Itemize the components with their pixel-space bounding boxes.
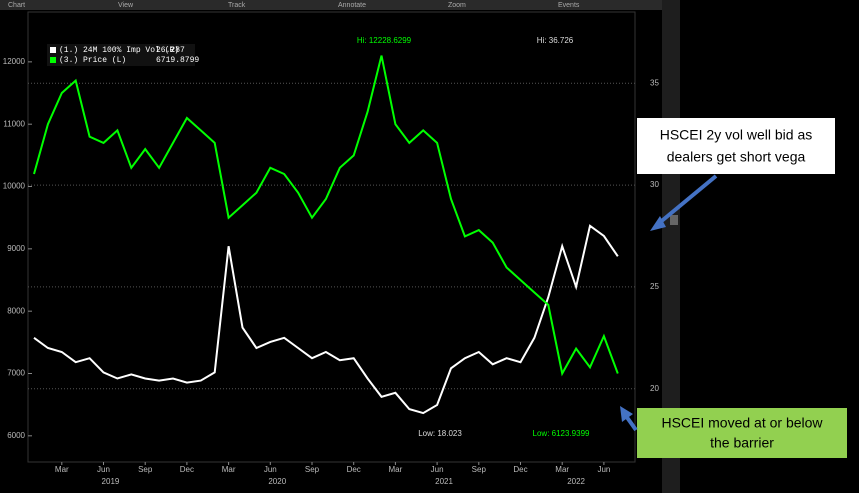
x-tick-label: Jun: [97, 465, 110, 474]
callout-text: HSCEI 2y vol well bid as: [660, 127, 813, 143]
legend-value: 6719.8799: [156, 56, 199, 65]
x-tick-label: Mar: [55, 465, 69, 474]
x-tick-label: Jun: [264, 465, 277, 474]
callout-text: the barrier: [710, 435, 774, 451]
y2-tick-label: 25: [650, 282, 659, 291]
x-tick-label: Jun: [431, 465, 444, 474]
x-tick-label: Sep: [472, 465, 487, 474]
toolbar-item[interactable]: View: [118, 2, 134, 9]
arrow: [624, 414, 638, 432]
y-tick-label: 9000: [7, 244, 25, 253]
scroll-handle: [670, 215, 678, 225]
y2-tick-label: 30: [650, 180, 659, 189]
plot-area: [27, 11, 636, 463]
legend-box: [47, 44, 195, 66]
legend-value: 26.287: [156, 46, 185, 55]
y-tick-label: 7000: [7, 369, 25, 378]
annotation: Hi: 36.726: [537, 36, 574, 45]
legend: (1.) 24M 100% Imp Vol (R)26.287 (3.) Pric…: [47, 44, 199, 66]
legend-label: (3.) Price (L): [59, 56, 126, 65]
x-tick-label: Dec: [513, 465, 527, 474]
x-tick-label: Mar: [555, 465, 569, 474]
year-label: 2021: [435, 477, 453, 486]
x-tick-label: Dec: [180, 465, 194, 474]
y-tick-label: 6000: [7, 431, 25, 440]
arrow: [656, 174, 718, 226]
y-tick-label: 10000: [3, 182, 26, 191]
callout-box: [637, 118, 835, 174]
x-tick-label: Sep: [138, 465, 153, 474]
legend-swatch: [50, 47, 56, 53]
arrowhead: [620, 406, 633, 422]
toolbar-item[interactable]: Events: [558, 2, 580, 9]
arrowhead: [650, 216, 666, 231]
annotation: Low: 6123.9399: [533, 429, 590, 438]
y-tick-label: 11000: [3, 119, 25, 128]
toolbar-item[interactable]: Annotate: [338, 2, 366, 9]
annotation: Hi: 12228.6299: [357, 36, 412, 45]
y2-tick-label: 35: [650, 78, 659, 87]
annotation: Low: 18.023: [418, 429, 462, 438]
legend-label: (1.) 24M 100% Imp Vol (R): [59, 46, 179, 55]
legend-swatch: [50, 57, 56, 63]
callout-box: [637, 408, 847, 458]
y2-tick-label: 20: [650, 384, 659, 393]
x-tick-label: Jun: [597, 465, 610, 474]
year-label: 2020: [268, 477, 286, 486]
series-line: [33, 55, 619, 377]
x-tick-label: Mar: [222, 465, 236, 474]
year-label: 2022: [567, 477, 585, 486]
callouts: HSCEI 2y vol well bid as dealers get sho…: [620, 118, 847, 458]
toolbar-item[interactable]: Chart: [8, 2, 25, 9]
y-tick-label: 8000: [7, 306, 25, 315]
callout-text: dealers get short vega: [667, 149, 806, 165]
x-tick-label: Dec: [347, 465, 361, 474]
callout-text: HSCEI moved at or below: [661, 415, 823, 431]
toolbar-item[interactable]: Zoom: [448, 2, 466, 9]
toolbar-item[interactable]: Track: [228, 2, 246, 9]
x-tick-label: Mar: [389, 465, 403, 474]
year-label: 2019: [102, 477, 120, 486]
y-tick-label: 12000: [3, 57, 26, 66]
x-tick-label: Sep: [305, 465, 320, 474]
toolbar: [0, 0, 662, 10]
series-line: [33, 224, 619, 415]
